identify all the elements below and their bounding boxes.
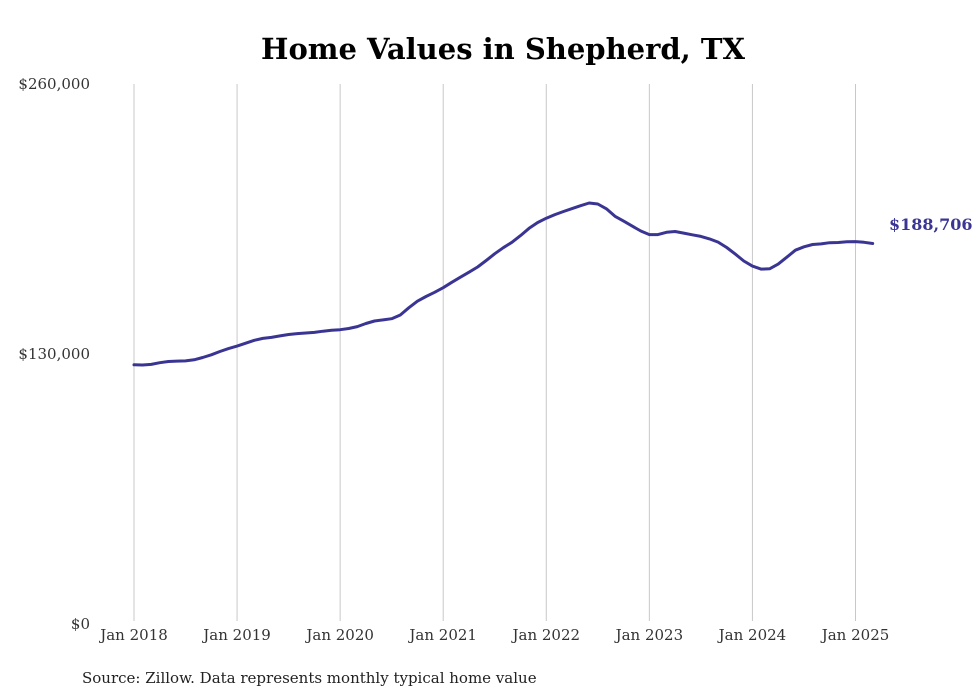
y-axis-ticks: $0 $130,000 $260,000 [18, 75, 90, 633]
end-value-label: $188,706 [889, 215, 973, 234]
series-line [132, 201, 875, 367]
x-tick-label: Jan 2025 [820, 626, 890, 644]
x-tick-label: Jan 2022 [511, 626, 581, 644]
gridlines [133, 84, 856, 621]
x-axis-ticks: Jan 2018 Jan 2019 Jan 2020 Jan 2021 Jan 2022… [98, 626, 889, 644]
y-tick-label: $130,000 [18, 345, 90, 363]
source-note: Source: Zillow. Data represents monthly … [82, 669, 537, 687]
y-tick-label: $260,000 [18, 75, 90, 93]
x-tick-label: Jan 2019 [201, 626, 271, 644]
x-tick-label: Jan 2023 [614, 626, 684, 644]
x-tick-label: Jan 2024 [717, 626, 787, 644]
x-tick-label: Jan 2018 [98, 626, 168, 644]
chart-title: Home Values in Shepherd, TX [261, 32, 745, 66]
x-tick-label: Jan 2020 [304, 626, 374, 644]
y-tick-label: $0 [71, 615, 90, 633]
x-tick-label: Jan 2021 [407, 626, 477, 644]
